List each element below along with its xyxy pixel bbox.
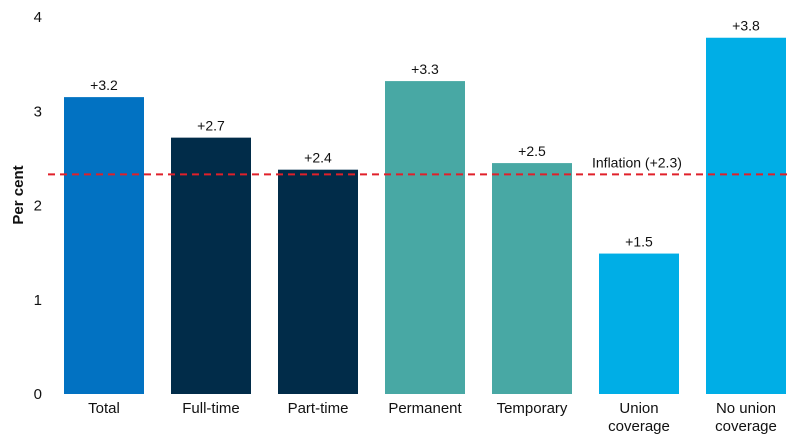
bar-full-time	[171, 137, 251, 394]
x-tick-label: No union	[716, 400, 776, 417]
y-axis-ticks: 0 1 2 3 4	[34, 9, 42, 403]
x-tick-label: Permanent	[388, 400, 462, 417]
inflation-reference: Inflation (+2.3)	[48, 154, 792, 176]
data-label: +3.3	[411, 61, 439, 77]
data-labels-group: +3.2 +2.7 +2.4 +3.3 +2.5 +1.5 +3.8	[90, 18, 760, 250]
x-tick-label: coverage	[608, 418, 670, 435]
x-tick-label: Temporary	[497, 400, 568, 417]
bar-temporary	[492, 163, 572, 394]
y-tick-label: 1	[34, 292, 42, 309]
x-tick-label: Total	[88, 400, 120, 417]
y-tick-label: 4	[34, 9, 42, 26]
y-tick-label: 3	[34, 103, 42, 120]
bar-permanent	[385, 81, 465, 394]
data-label: +1.5	[625, 234, 653, 250]
data-label: +2.7	[197, 118, 225, 134]
data-label: +3.8	[732, 18, 760, 34]
x-axis-labels: Total Full-time Part-time Permanent Temporar…	[88, 400, 777, 435]
data-label: +2.5	[518, 143, 546, 159]
inflation-label: Inflation (+2.3)	[592, 154, 682, 170]
y-axis-label: Per cent	[10, 165, 27, 224]
x-tick-label: Part-time	[288, 400, 349, 417]
bars-group	[64, 37, 786, 395]
bar-total	[64, 97, 144, 395]
bar-no-union-coverage	[706, 37, 786, 395]
x-tick-label: coverage	[715, 418, 777, 435]
y-tick-label: 0	[34, 386, 42, 403]
bar-part-time	[278, 169, 358, 394]
x-tick-label: Union	[619, 400, 658, 417]
bar-union-coverage	[599, 253, 679, 394]
x-tick-label: Full-time	[182, 400, 240, 417]
y-tick-label: 2	[34, 198, 42, 215]
data-label: +3.2	[90, 77, 118, 93]
data-label: +2.4	[304, 150, 332, 166]
